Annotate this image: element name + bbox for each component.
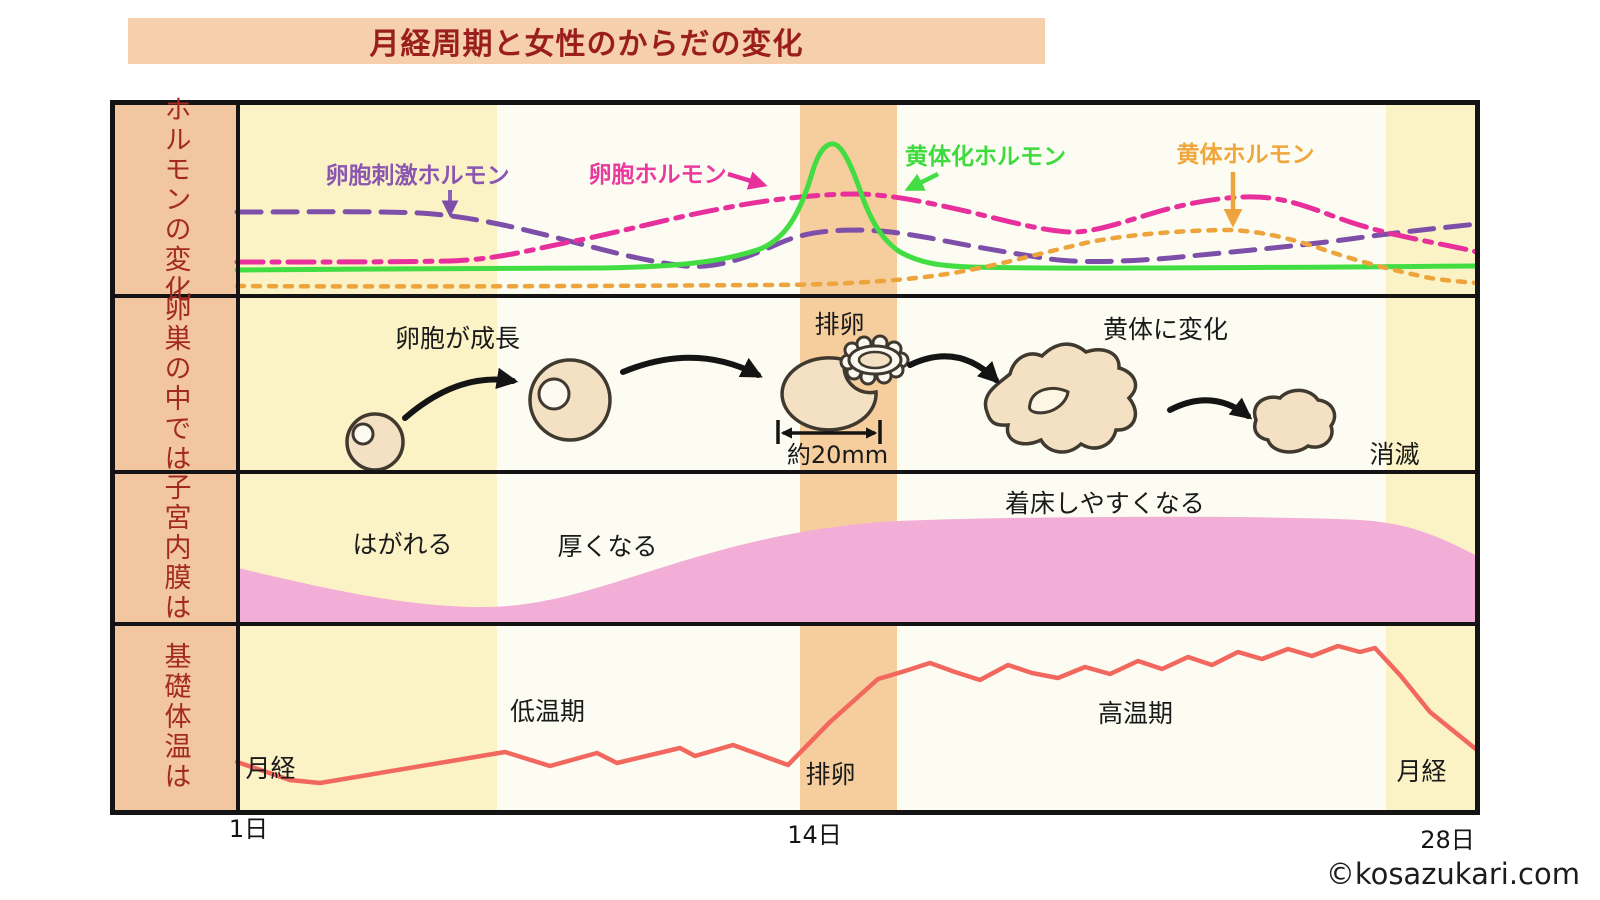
endometrium-area <box>238 516 1477 624</box>
menstruation-band-right <box>1386 100 1480 815</box>
estrogen-curve <box>234 191 1480 265</box>
page-title: 月経周期と女性のからだの変化 <box>369 27 804 62</box>
follicle-medium-nucleus <box>537 377 571 411</box>
progesterone-curve <box>234 227 1480 289</box>
high-phase-label: 高温期 <box>1097 699 1173 728</box>
arrow-medium-to-ruptured <box>620 354 763 378</box>
progesterone-label: 黄体ホルモン <box>1176 142 1315 168</box>
endometrium-thicken-label: 厚くなる <box>557 532 658 561</box>
corpus-luteum-label: 黄体に変化 <box>1102 315 1228 344</box>
arrow-ruptured-to-luteum <box>907 353 1000 384</box>
arrow-small-to-medium <box>402 367 519 421</box>
fsh-curve <box>234 209 1480 269</box>
estrogen-pointer-arrow <box>727 171 768 190</box>
lh-curve <box>234 141 1480 273</box>
arrow-luteum-to-albicans <box>1167 397 1253 420</box>
title-bar: 月経周期と女性のからだの変化 <box>128 18 1045 64</box>
corpus-albicans <box>1252 388 1337 454</box>
vanish-label: 消滅 <box>1369 440 1420 469</box>
fsh-label: 卵胞刺激ホルモン <box>325 163 510 189</box>
sidebar-background <box>110 100 238 815</box>
follicle-growth-label: 卵胞が成長 <box>394 324 520 353</box>
ovary-illustrations <box>345 334 1337 472</box>
temperature-curve <box>234 643 1480 786</box>
sidebar-label-hormones: ホルモンの変化 <box>159 94 191 305</box>
low-phase-label: 低温期 <box>509 697 585 726</box>
corpus-luteum-cavity <box>1028 387 1070 415</box>
follicle-size-label: 約20mm <box>786 441 889 469</box>
ovulation-band <box>800 100 897 815</box>
ovary-flow-arrows <box>402 353 1253 421</box>
frame-lines <box>110 100 1480 815</box>
size-measurement <box>776 420 882 444</box>
released-egg <box>839 334 910 386</box>
ovulation-label-top: 排卵 <box>814 310 865 339</box>
endometrium-implant-label: 着床しやすくなる <box>1005 489 1205 518</box>
menstruation-label-right: 月経 <box>1396 757 1447 786</box>
copyright-text: ©kosazukari.com <box>1325 857 1580 891</box>
endometrium-shed-label: はがれる <box>352 530 453 559</box>
diagram-canvas <box>110 100 1480 815</box>
menstruation-label-left: 月経 <box>245 754 296 783</box>
axis-day28: 28日 <box>1420 826 1475 854</box>
sidebar-label-temperature: 基礎体温は <box>159 642 191 792</box>
ovulation-label-bottom: 排卵 <box>805 760 856 789</box>
lh-label: 黄体化ホルモン <box>905 144 1066 170</box>
sidebar-label-ovary: 卵巣の中では <box>159 294 191 474</box>
sidebar-label-endometrium: 子宮内膜は <box>159 473 191 623</box>
axis-day14: 14日 <box>787 821 842 849</box>
estrogen-label: 卵胞ホルモン <box>588 162 727 188</box>
follicle-small-nucleus <box>351 422 375 446</box>
axis-day1: 1日 <box>228 815 269 843</box>
lh-pointer-arrow <box>904 171 940 192</box>
